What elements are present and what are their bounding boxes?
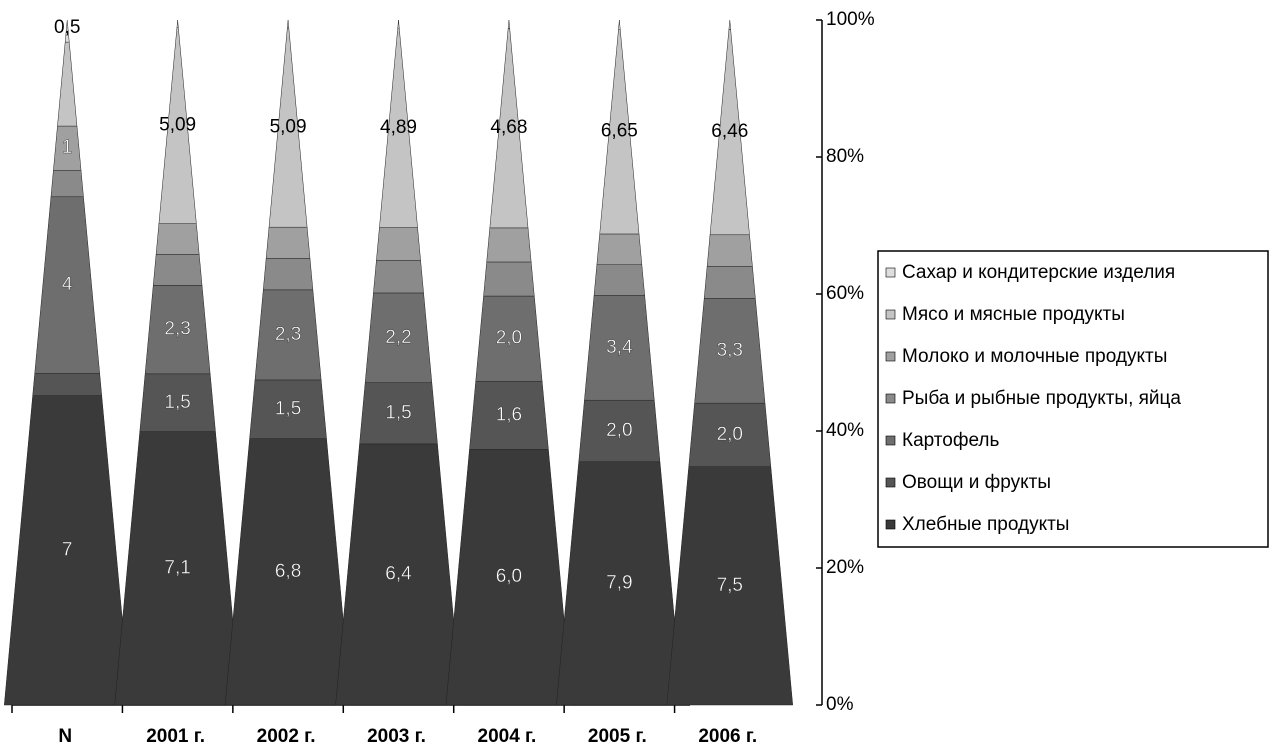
data-label: 0,5 — [54, 17, 80, 38]
pyramid-segment — [707, 235, 752, 267]
data-label: 3,3 — [717, 340, 743, 361]
data-label: 3,4 — [606, 337, 633, 358]
x-tick-label: 2004 г. — [478, 726, 537, 747]
legend-label: Рыба и рыбные продукты, яйца — [902, 388, 1181, 409]
pyramid-segment — [376, 228, 420, 261]
legend-swatch — [886, 268, 895, 277]
x-tick-label: 2005 г. — [588, 726, 647, 747]
x-tick-label: 2006 г. — [698, 726, 757, 747]
legend-label: Сахар и кондитерские изделия — [902, 262, 1175, 283]
data-label: 5,09 — [159, 115, 196, 136]
y-tick-label: 80% — [826, 146, 864, 167]
data-label: 7,1 — [164, 557, 190, 578]
pyramid-segment — [51, 170, 83, 197]
data-label: 2,0 — [606, 420, 632, 441]
legend-label: Овощи и фрукты — [902, 472, 1051, 493]
pyramid-segment — [729, 20, 731, 30]
pyramid-segment — [508, 20, 510, 29]
legend-label: Мясо и мясные продукты — [902, 304, 1125, 325]
y-tick-label: 40% — [826, 420, 864, 441]
legend-label: Молоко и молочные продукты — [902, 346, 1167, 367]
pyramid-segment — [484, 262, 535, 296]
pyramid-segment — [487, 228, 531, 262]
data-label: 1 — [62, 137, 73, 158]
pyramid-segment — [373, 260, 423, 293]
legend-swatch — [886, 394, 895, 403]
pyramid-segment — [263, 259, 313, 290]
data-label: 6,0 — [496, 566, 522, 587]
pyramid-segment — [33, 374, 102, 396]
pyramid-segment — [57, 42, 76, 126]
data-label: 2,3 — [164, 319, 190, 340]
data-label: 2,0 — [717, 424, 743, 445]
data-label: 4,68 — [490, 117, 527, 138]
data-label: 4 — [62, 274, 73, 295]
legend-swatch — [886, 436, 895, 445]
pyramid-segment — [619, 20, 621, 29]
pyramid-segment — [704, 267, 755, 299]
legend-swatch — [886, 352, 895, 361]
data-label: 1,5 — [275, 398, 301, 419]
pyramid-segment — [153, 254, 202, 285]
legend-label: Картофель — [902, 430, 999, 451]
x-tick-label: 2002 г. — [257, 726, 316, 747]
legend-swatch — [886, 520, 895, 529]
chart: 0% 20% 40% 60% 80% 100% N 7 4 1 0,5 2001 г. 7,1 1,5 2,… — [0, 0, 1274, 751]
pyramid-segment — [594, 265, 645, 296]
data-label: 6,4 — [385, 563, 412, 584]
data-label: 2,2 — [385, 327, 411, 348]
data-label: 6,8 — [275, 561, 301, 582]
data-label: 1,6 — [496, 404, 522, 425]
data-label: 7 — [62, 539, 73, 560]
y-tick-label: 100% — [826, 9, 875, 30]
data-label: 4,89 — [380, 117, 417, 138]
data-label: 7,5 — [717, 575, 743, 596]
data-label: 6,46 — [711, 121, 748, 142]
y-tick-label: 20% — [826, 557, 864, 578]
data-label: 1,5 — [164, 392, 190, 413]
pyramid-segment — [287, 20, 288, 28]
pyramid-segment — [597, 234, 642, 265]
x-tick-label: 2003 г. — [367, 726, 426, 747]
data-label: 7,9 — [606, 572, 632, 593]
legend-swatch — [886, 478, 895, 487]
pyramid-segment — [156, 224, 199, 255]
data-label: 5,09 — [270, 117, 307, 138]
legend-swatch — [886, 310, 895, 319]
data-label: 2,0 — [496, 328, 522, 349]
data-label: 6,65 — [601, 121, 638, 142]
pyramid-segment — [398, 20, 399, 28]
y-tick-label: 0% — [826, 694, 854, 715]
data-label: 2,3 — [275, 324, 301, 345]
data-label: 1,5 — [385, 402, 411, 423]
x-tick-label: 2001 г. — [146, 726, 205, 747]
x-tick-label: N — [58, 726, 72, 747]
pyramid-segment — [266, 227, 310, 258]
pyramid-segment — [177, 20, 178, 28]
y-tick-label: 60% — [826, 283, 864, 304]
legend-label: Хлебные продукты — [902, 514, 1069, 535]
